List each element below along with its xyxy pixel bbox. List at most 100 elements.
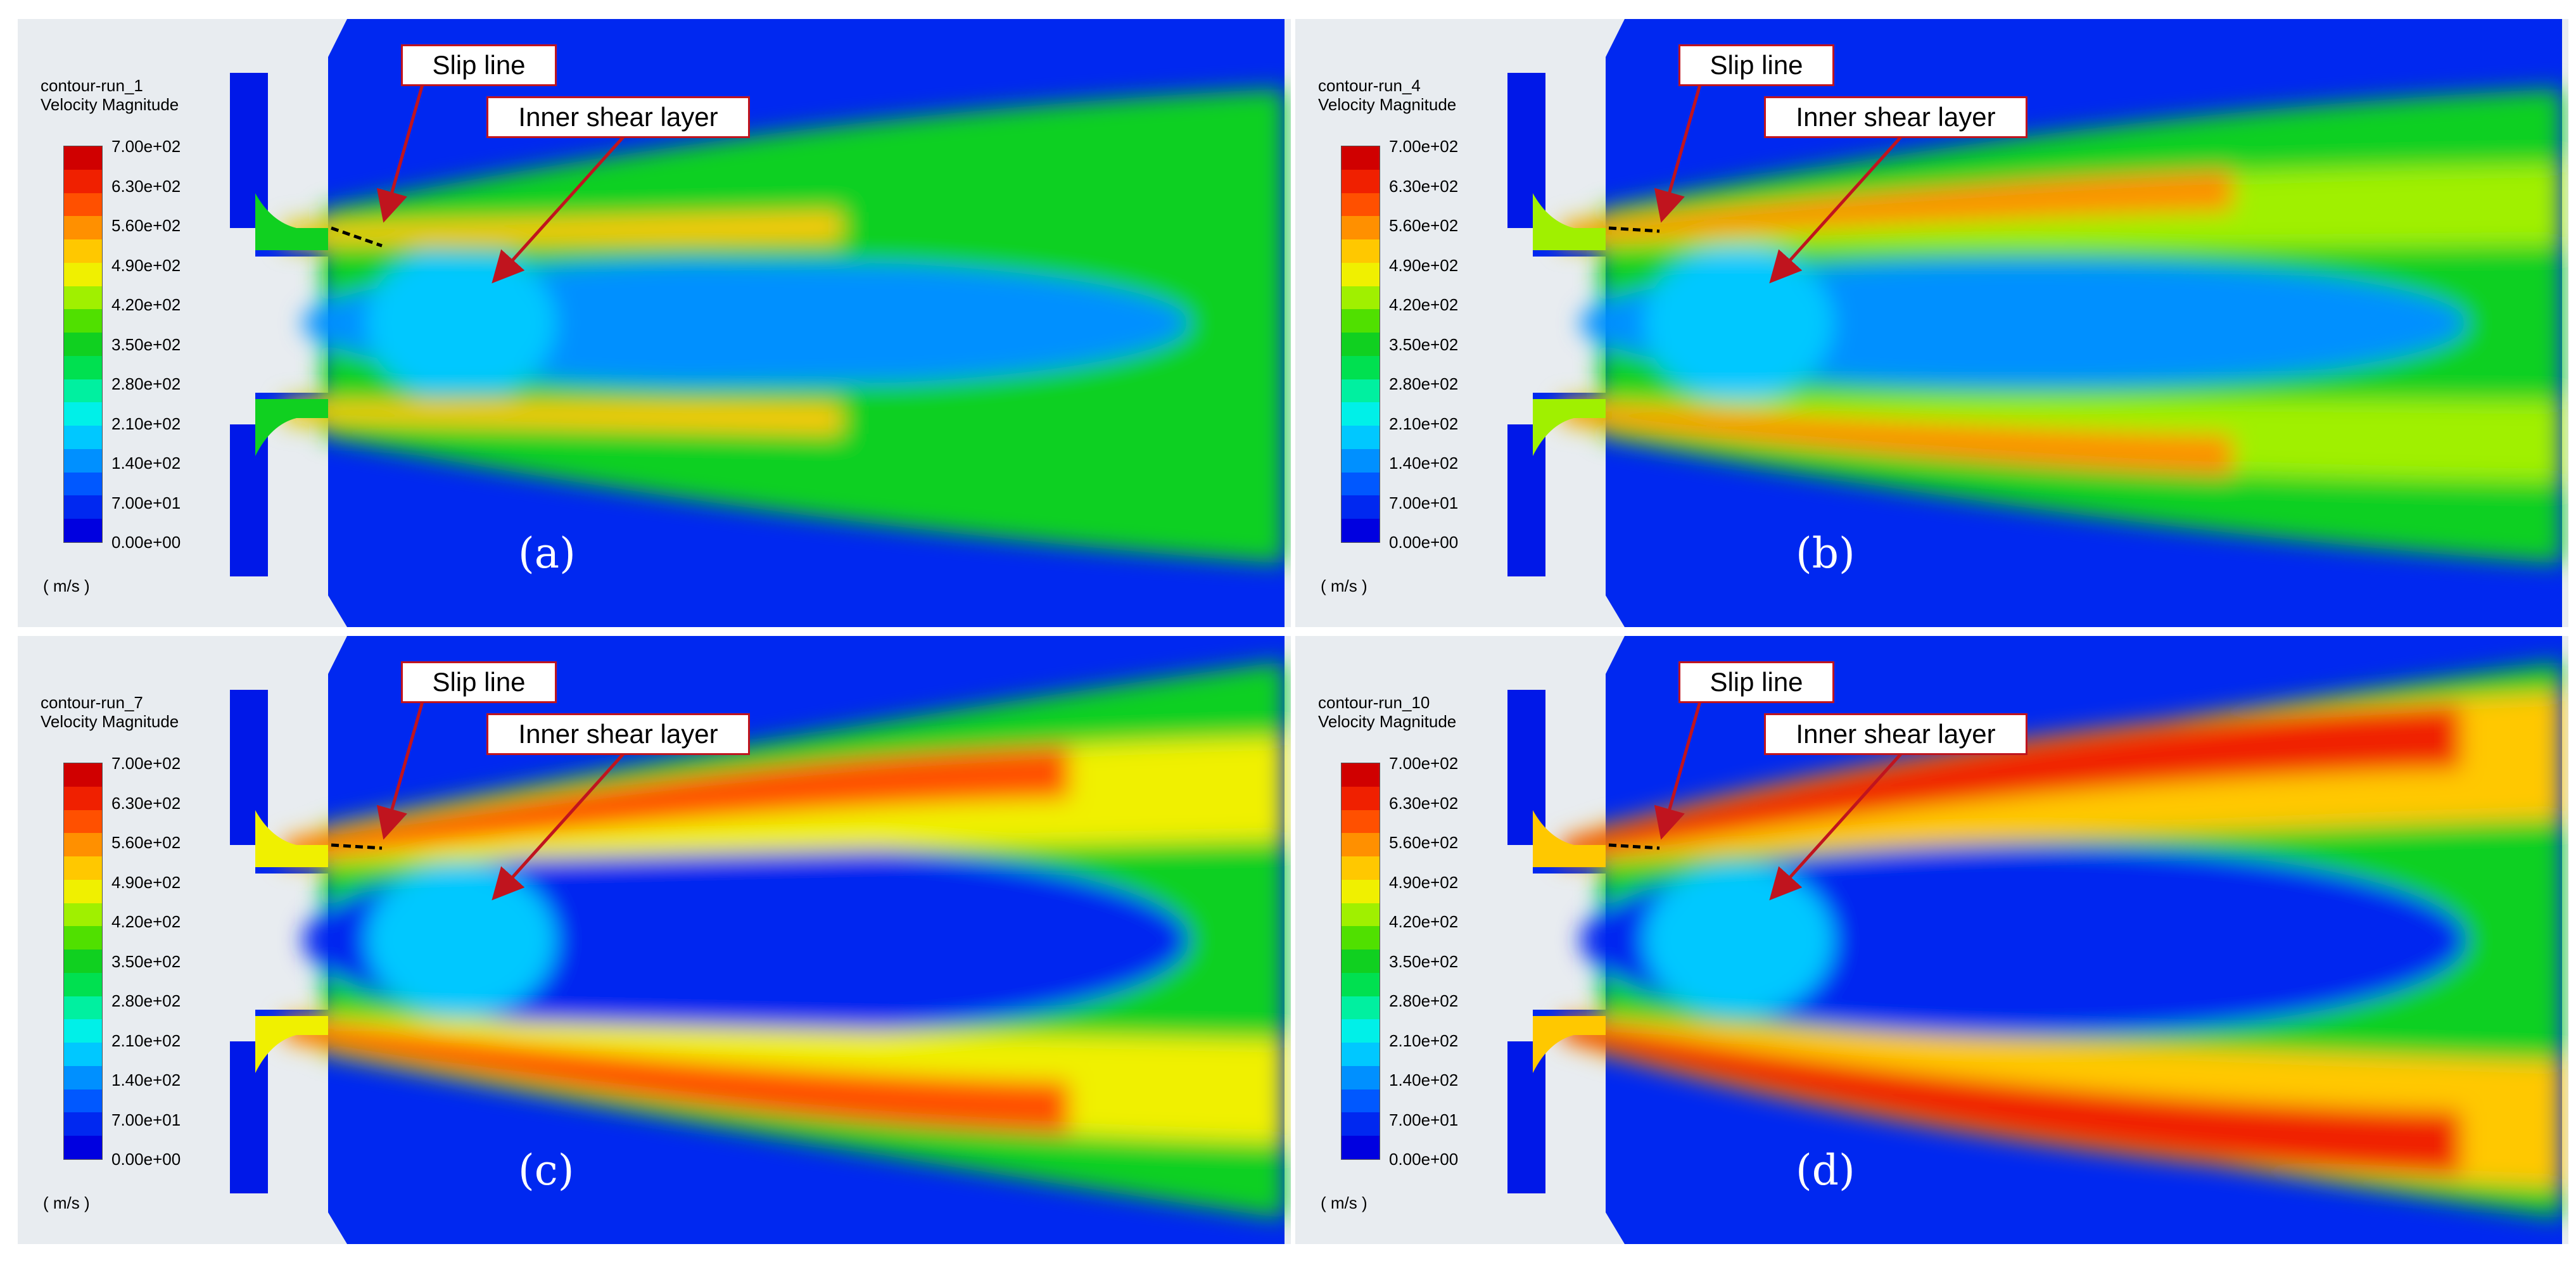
colorbar-segment	[1342, 856, 1380, 880]
colorbar-segment	[64, 426, 102, 449]
colorbar-tick-label: 1.40e+02	[111, 454, 181, 473]
upper-inlet-wall	[230, 73, 268, 228]
colorbar-segment	[1342, 309, 1380, 333]
velocity-contour-plot	[18, 636, 1291, 1244]
colorbar-tick-label: 3.50e+02	[111, 334, 181, 354]
colorbar-tick-label: 4.90e+02	[111, 872, 181, 892]
colorbar-tick-label: 7.00e+02	[111, 137, 181, 156]
colorbar-tick-label: 2.80e+02	[111, 374, 181, 393]
colorbar-segment	[1342, 1065, 1380, 1090]
colorbar	[63, 763, 103, 1160]
colorbar-segment	[64, 856, 102, 880]
lower-nozzle-exit	[255, 1016, 328, 1073]
colorbar-tick-label: 0.00e+00	[111, 1150, 181, 1169]
colorbar-segment	[1342, 169, 1380, 193]
slip-line-arrow	[376, 699, 425, 840]
colorbar-tick-label: 2.10e+02	[1389, 1031, 1459, 1050]
colorbar-tick-label: 6.30e+02	[111, 793, 181, 813]
inner-shear-layer-callout: Inner shear layer	[1764, 713, 2027, 755]
colorbar-segment	[64, 355, 102, 379]
colorbar	[1341, 763, 1380, 1160]
colorbar-tick-label: 4.90e+02	[1389, 255, 1459, 275]
colorbar-tick-label: 4.20e+02	[111, 912, 181, 931]
colorbar-segment	[64, 1136, 102, 1159]
legend-quantity-name: Velocity Magnitude	[41, 95, 179, 114]
lower-inlet-wall	[1507, 424, 1545, 576]
legend-contour-name: contour-run_10	[1318, 693, 1430, 712]
colorbar-segment	[1342, 333, 1380, 356]
colorbar-tick-label: 5.60e+02	[111, 833, 181, 852]
colorbar-tick-label: 7.00e+01	[1389, 493, 1459, 512]
colorbar-segment	[1342, 786, 1380, 810]
colorbar-segment	[64, 950, 102, 973]
legend-unit: ( m/s )	[1321, 576, 1367, 595]
colorbar-segment	[64, 146, 102, 170]
lower-nozzle-exit	[1533, 1016, 1606, 1073]
colorbar-segment	[1342, 950, 1380, 973]
slip-line-callout: Slip line	[401, 661, 557, 703]
colorbar-tick-label: 5.60e+02	[1389, 216, 1459, 235]
colorbar-segment	[64, 286, 102, 310]
upper-nozzle-exit	[255, 193, 328, 250]
colorbar-segment	[64, 1065, 102, 1090]
legend-quantity-name: Velocity Magnitude	[1318, 712, 1457, 731]
inner-shear-layer-callout: Inner shear layer	[486, 96, 750, 138]
colorbar-segment	[64, 309, 102, 333]
contour-panel-b: contour-run_4 Velocity Magnitude 7.00e+0…	[1295, 19, 2568, 627]
colorbar-segment	[64, 903, 102, 927]
colorbar-segment	[64, 193, 102, 217]
velocity-contour-plot	[1295, 636, 2568, 1244]
upper-inlet-wall	[1507, 690, 1545, 845]
colorbar-segment	[1342, 763, 1380, 787]
slip-line-marker	[1608, 226, 1660, 233]
legend-quantity-name: Velocity Magnitude	[1318, 95, 1457, 114]
colorbar-tick-label: 6.30e+02	[1389, 176, 1459, 196]
slip-line-callout: Slip line	[1678, 661, 1834, 703]
upper-inlet-wall	[1507, 73, 1545, 228]
legend-contour-name: contour-run_7	[41, 693, 143, 712]
legend-unit: ( m/s )	[43, 1193, 90, 1212]
colorbar-tick-label: 4.20e+02	[1389, 295, 1459, 314]
legend-quantity-name: Velocity Magnitude	[41, 712, 179, 731]
upper-nozzle-exit	[255, 810, 328, 867]
colorbar-tick-label: 2.80e+02	[1389, 991, 1459, 1010]
slip-line-marker	[331, 226, 383, 248]
lower-nozzle-exit	[255, 399, 328, 456]
slip-line-arrow	[1654, 82, 1703, 223]
colorbar-segment	[1342, 1136, 1380, 1159]
inner-shear-layer-callout: Inner shear layer	[1764, 96, 2027, 138]
colorbar-segment	[1342, 216, 1380, 239]
colorbar-tick-label: 3.50e+02	[1389, 951, 1459, 971]
colorbar-segment	[64, 926, 102, 950]
lower-nozzle-exit	[1533, 399, 1606, 456]
contour-panel-c: contour-run_7 Velocity Magnitude 7.00e+0…	[18, 636, 1291, 1244]
colorbar-segment	[1342, 262, 1380, 286]
colorbar	[1341, 146, 1380, 543]
colorbar-segment	[64, 169, 102, 193]
colorbar-segment	[64, 1089, 102, 1113]
colorbar-segment	[64, 763, 102, 787]
colorbar-segment	[64, 239, 102, 263]
slip-line-arrow	[1654, 699, 1703, 840]
colorbar-segment	[64, 333, 102, 356]
inner-shear-layer-callout: Inner shear layer	[486, 713, 750, 755]
colorbar-tick-label: 2.80e+02	[111, 991, 181, 1010]
colorbar-tick-label: 2.10e+02	[111, 1031, 181, 1050]
colorbar-tick-label: 7.00e+01	[111, 1110, 181, 1129]
colorbar	[63, 146, 103, 543]
colorbar-tick-label: 1.40e+02	[1389, 1071, 1459, 1090]
slip-line-marker	[1608, 843, 1660, 850]
recirculation-region	[1644, 247, 1834, 399]
upper-jet-core	[1561, 706, 2461, 861]
colorbar-segment	[1342, 972, 1380, 996]
colorbar-segment	[1342, 1089, 1380, 1113]
colorbar-tick-label: 7.00e+01	[111, 493, 181, 512]
panel-label: (c)	[518, 1146, 574, 1195]
colorbar-segment	[64, 262, 102, 286]
colorbar-segment	[1342, 379, 1380, 403]
colorbar-segment	[64, 216, 102, 239]
colorbar-segment	[1342, 239, 1380, 263]
colorbar-segment	[1342, 1019, 1380, 1043]
colorbar-tick-label: 6.30e+02	[1389, 793, 1459, 813]
colorbar-segment	[1342, 810, 1380, 834]
